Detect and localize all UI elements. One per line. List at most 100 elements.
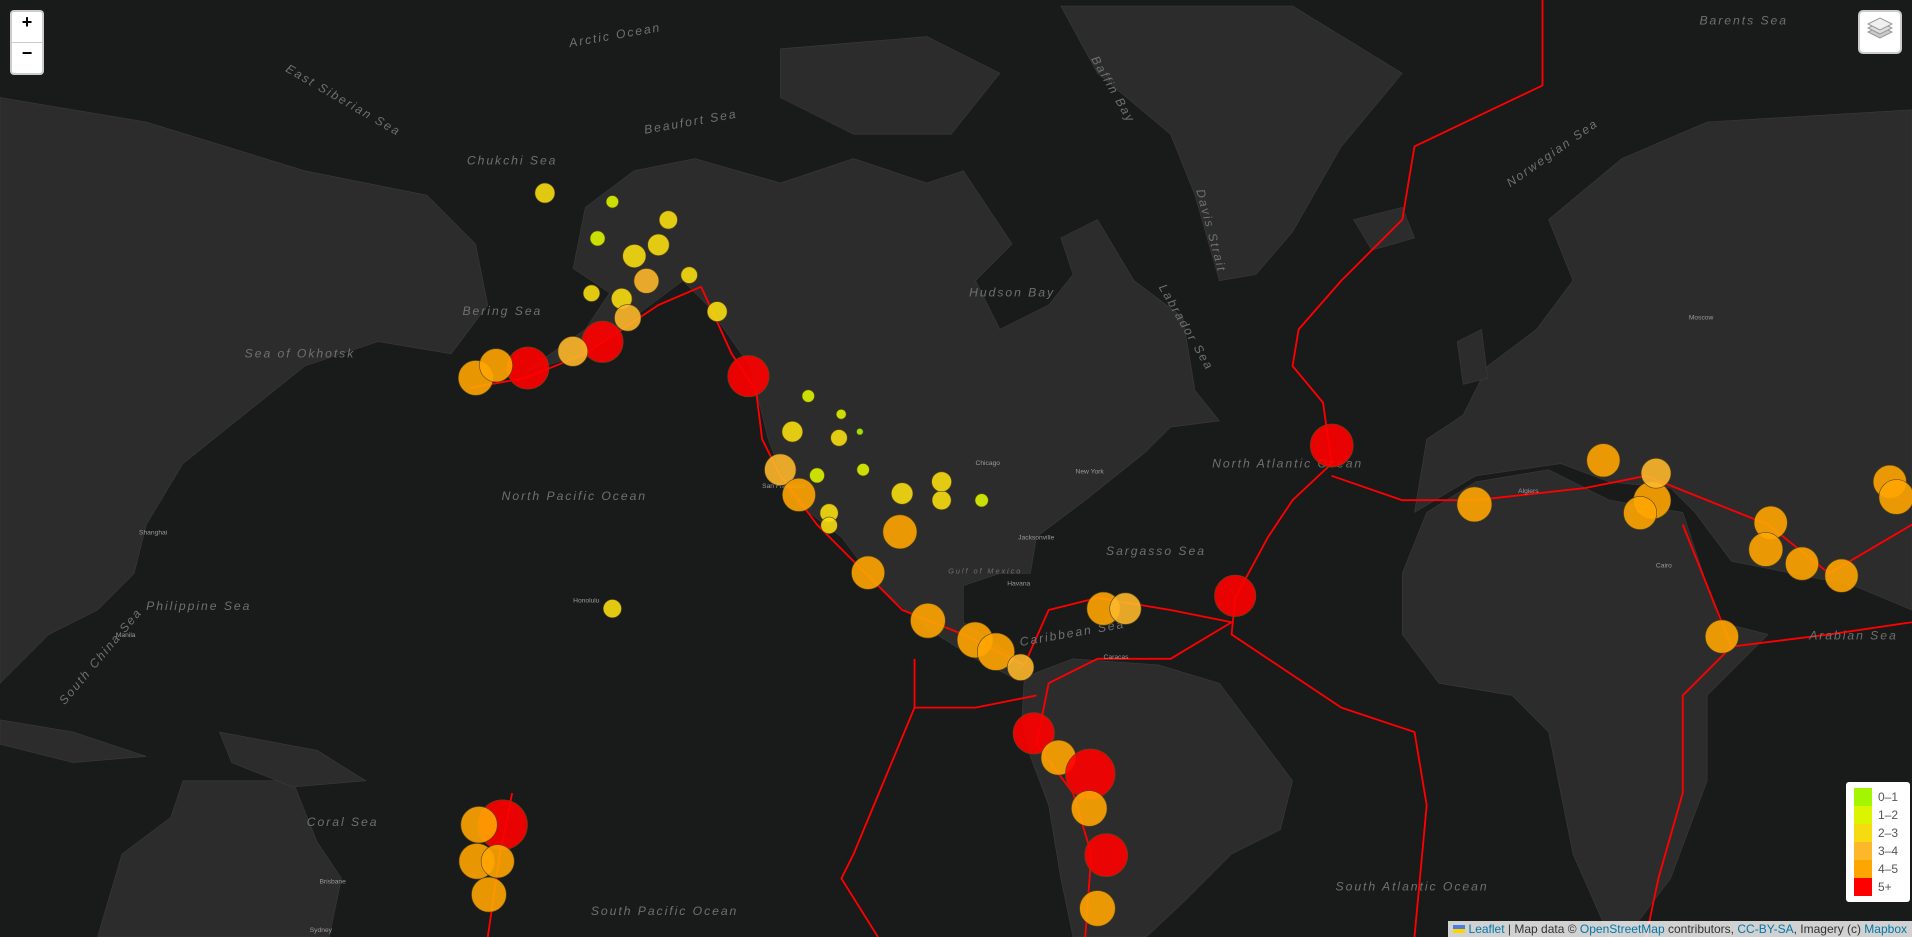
earthquake-marker[interactable] (1748, 532, 1784, 567)
earthquake-marker[interactable] (658, 210, 678, 230)
city-label: Manila (116, 632, 136, 639)
legend-label: 4–5 (1878, 862, 1899, 876)
legend-swatch (1854, 788, 1872, 806)
earthquake-marker[interactable] (856, 463, 870, 477)
attribution-text: | Map data © (1507, 922, 1577, 936)
earthquake-marker[interactable] (1071, 790, 1108, 827)
map-label: Bering Sea (462, 304, 542, 318)
map-label: South Atlantic Ocean (1336, 880, 1489, 894)
legend-swatch (1854, 860, 1872, 878)
land (0, 5, 1912, 937)
legend-item: 1–2 (1854, 806, 1904, 824)
earthquake-marker[interactable] (1640, 458, 1672, 489)
earthquake-marker[interactable] (506, 346, 550, 390)
city-label: Honolulu (573, 598, 600, 605)
license-link[interactable]: CC-BY-SA (1737, 922, 1794, 936)
earthquake-marker[interactable] (460, 806, 498, 844)
legend-label: 3–4 (1878, 844, 1899, 858)
city-label: San Francisco (762, 483, 805, 490)
legend-swatch (1854, 806, 1872, 824)
zoom-control: + − (10, 10, 44, 75)
earthquake-marker[interactable] (830, 429, 848, 447)
earthquake-marker[interactable] (557, 336, 589, 367)
earthquake-marker[interactable] (727, 355, 770, 398)
city-label: Caracas (1104, 654, 1130, 661)
earthquake-marker[interactable] (1007, 653, 1035, 681)
city-label: Chicago (976, 460, 1001, 467)
map-label: South Pacific Ocean (591, 904, 738, 918)
layers-control[interactable] (1858, 10, 1902, 54)
zoom-in[interactable]: + (21, 12, 33, 32)
earthquake-marker[interactable] (633, 268, 660, 294)
map-label: Arabian Sea (1808, 628, 1898, 642)
ukraine-flag (1453, 925, 1466, 933)
earthquake-marker[interactable] (480, 844, 515, 879)
earthquake-marker[interactable] (1586, 443, 1621, 478)
earthquake-marker[interactable] (581, 320, 624, 363)
earthquake-marker[interactable] (931, 471, 952, 493)
earthquake-marker[interactable] (974, 493, 989, 508)
earthquake-marker[interactable] (1456, 486, 1493, 523)
city-label: Cairo (1656, 562, 1672, 569)
earthquake-marker[interactable] (856, 428, 864, 436)
legend: 0–1 1–2 2–3 3–4 4–5 5+ (1846, 782, 1910, 902)
earthquake-marker[interactable] (809, 467, 825, 484)
earthquake-marker[interactable] (706, 301, 728, 322)
earthquake-marker[interactable] (891, 482, 914, 505)
earthquake-marker[interactable] (602, 599, 622, 619)
map-label: Hudson Bay (969, 285, 1055, 299)
earthquake-marker[interactable] (680, 266, 698, 284)
earthquake-marker[interactable] (582, 284, 601, 302)
attribution-text: , Imagery (c) (1793, 922, 1861, 936)
earthquake-marker[interactable] (1109, 592, 1142, 625)
layers-icon (1866, 17, 1894, 39)
earthquake-marker[interactable] (605, 195, 619, 209)
earthquake-marker[interactable] (1012, 712, 1055, 755)
earthquake-marker[interactable] (1079, 890, 1116, 927)
earthquake-marker[interactable] (820, 516, 838, 534)
legend-swatch (1854, 842, 1872, 860)
legend-item: 0–1 (1854, 788, 1904, 806)
city-label: Algiers (1518, 488, 1539, 495)
zoom-out[interactable]: − (12, 42, 42, 73)
city-label: New York (1076, 468, 1105, 475)
earthquake-marker[interactable] (781, 421, 804, 443)
leaflet-link[interactable]: Leaflet (1468, 922, 1505, 936)
earthquake-marker[interactable] (589, 230, 606, 247)
legend-item: 5+ (1854, 878, 1904, 896)
earthquake-marker[interactable] (614, 304, 642, 332)
earthquake-marker[interactable] (534, 182, 556, 204)
earthquake-marker[interactable] (976, 632, 1015, 671)
osm-link[interactable]: OpenStreetMap (1579, 922, 1665, 936)
earthquake-marker[interactable] (1785, 546, 1819, 581)
legend-label: 0–1 (1878, 790, 1899, 804)
earthquake-marker[interactable] (801, 389, 815, 403)
legend-label: 5+ (1878, 880, 1892, 894)
earthquake-marker[interactable] (1309, 423, 1354, 468)
earthquake-marker[interactable] (1623, 496, 1658, 530)
map-label: Chukchi Sea (467, 154, 558, 168)
earthquake-marker[interactable] (910, 602, 946, 639)
map-label: North Pacific Ocean (502, 489, 647, 503)
earthquake-marker[interactable] (1878, 479, 1912, 515)
earthquake-marker[interactable] (1214, 574, 1257, 617)
earthquake-marker[interactable] (479, 348, 513, 383)
earthquake-marker[interactable] (1705, 619, 1739, 654)
earthquake-marker[interactable] (647, 233, 670, 256)
earthquake-marker[interactable] (1084, 833, 1129, 878)
earthquake-marker[interactable] (764, 453, 797, 486)
earthquake-marker[interactable] (471, 876, 507, 913)
earthquake-marker[interactable] (782, 477, 816, 512)
city-label: Moscow (1689, 315, 1714, 322)
earthquake-marker[interactable] (882, 514, 918, 550)
map-label: Coral Sea (307, 815, 379, 829)
earthquake-marker[interactable] (1824, 558, 1859, 593)
earthquake-marker[interactable] (851, 555, 885, 590)
mapbox-link[interactable]: Mapbox (1864, 922, 1907, 936)
earthquake-marker[interactable] (835, 408, 847, 420)
city-label: Havana (1007, 581, 1030, 588)
earthquake-marker[interactable] (622, 244, 647, 268)
earthquake-marker[interactable] (931, 490, 952, 511)
